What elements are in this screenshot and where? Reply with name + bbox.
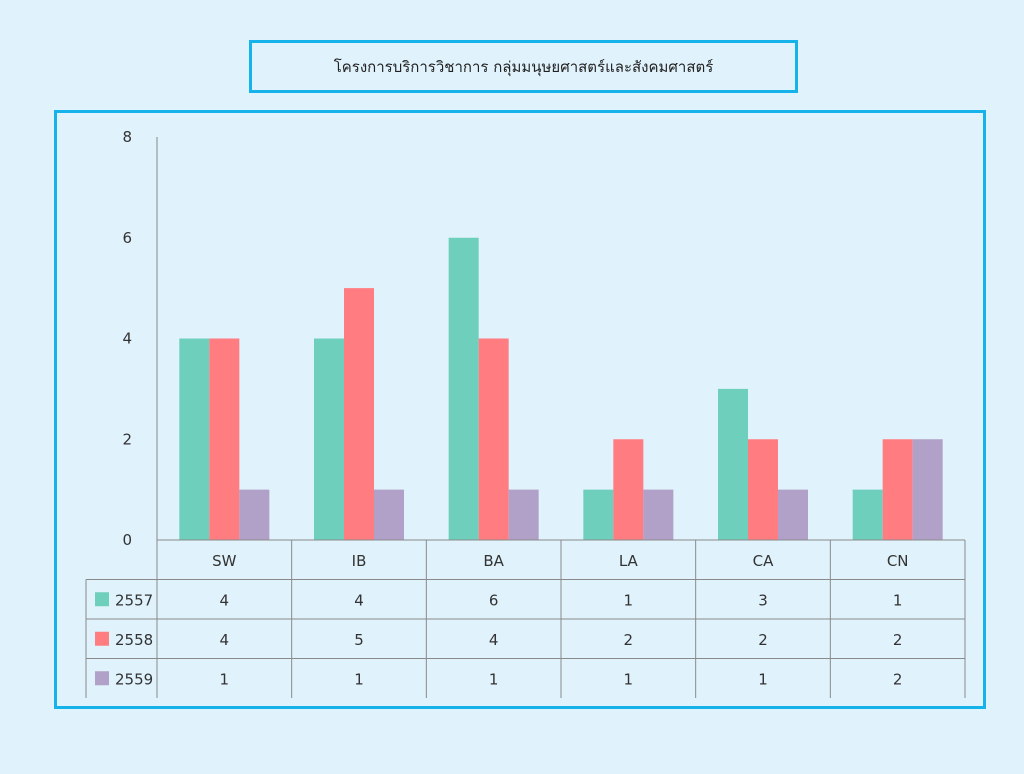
y-tick-label-2: 2 — [122, 430, 132, 448]
bar-2559-LA — [643, 489, 674, 540]
data-label-2559-SW: 1 — [220, 670, 230, 688]
x-tick-label-IB: IB — [352, 552, 367, 570]
legend-swatch-2558 — [95, 631, 109, 646]
chart-frame — [54, 110, 986, 709]
y-tick-label-8: 8 — [122, 128, 132, 146]
bar-2559-BA — [508, 489, 539, 540]
data-label-2557-CN: 1 — [893, 591, 903, 609]
bar-2558-SW — [209, 338, 240, 540]
bar-2559-SW — [239, 489, 270, 540]
x-tick-label-BA: BA — [483, 552, 504, 570]
data-label-2558-LA: 2 — [624, 631, 634, 649]
x-tick-label-LA: LA — [619, 552, 639, 570]
data-label-2557-IB: 4 — [354, 591, 364, 609]
x-tick-label-SW: SW — [212, 552, 237, 570]
data-label-2559-BA: 1 — [489, 670, 499, 688]
legend-swatch-2559 — [95, 671, 109, 686]
data-label-2559-CA: 1 — [758, 670, 768, 688]
bar-2559-IB — [374, 489, 404, 540]
data-label-2558-IB: 5 — [354, 631, 364, 649]
chart-title-box: โครงการบริการวิชาการ กลุ่มมนุษยศาสตร์และ… — [249, 40, 798, 93]
data-label-2558-BA: 4 — [489, 631, 499, 649]
data-label-2558-SW: 4 — [220, 631, 230, 649]
data-label-2559-CN: 2 — [893, 670, 903, 688]
bar-2557-BA — [448, 237, 479, 540]
data-label-2557-LA: 1 — [624, 591, 634, 609]
legend-label-2559: 2559 — [115, 670, 153, 688]
data-label-2559-IB: 1 — [354, 670, 364, 688]
legend-label-2558: 2558 — [115, 631, 153, 649]
data-label-2558-CN: 2 — [893, 631, 903, 649]
y-tick-label-0: 0 — [122, 531, 132, 549]
bar-2557-SW — [179, 338, 210, 540]
bar-2557-CA — [718, 388, 748, 540]
bar-2558-IB — [344, 288, 374, 540]
bar-2557-CN — [852, 489, 883, 540]
data-label-2559-LA: 1 — [624, 670, 634, 688]
legend-label-2557: 2557 — [115, 591, 153, 609]
legend-swatch-2557 — [95, 592, 109, 607]
bar-2557-LA — [583, 489, 614, 540]
bar-2559-CN — [912, 439, 943, 540]
bar-2558-CA — [748, 439, 778, 540]
bar-2558-LA — [613, 439, 644, 540]
bar-2557-IB — [314, 338, 344, 540]
data-label-2558-CA: 2 — [758, 631, 768, 649]
chart-title: โครงการบริการวิชาการ กลุ่มมนุษยศาสตร์และ… — [333, 57, 714, 76]
bar-2558-CN — [882, 439, 913, 540]
data-label-2557-CA: 3 — [758, 591, 768, 609]
y-tick-label-4: 4 — [122, 330, 132, 348]
bar-2559-CA — [778, 489, 808, 540]
bar-2558-BA — [478, 338, 509, 540]
y-tick-label-6: 6 — [122, 229, 132, 247]
x-tick-label-CN: CN — [887, 552, 909, 570]
data-label-2557-SW: 4 — [220, 591, 230, 609]
data-label-2557-BA: 6 — [489, 591, 499, 609]
x-tick-label-CA: CA — [753, 552, 774, 570]
